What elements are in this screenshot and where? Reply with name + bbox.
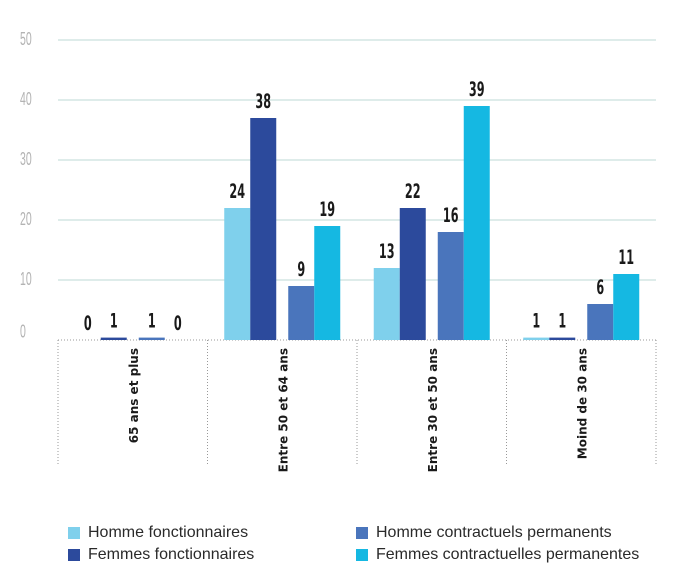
bar xyxy=(288,286,315,340)
bar xyxy=(463,106,490,340)
data-label: 9 xyxy=(297,258,305,281)
bar xyxy=(613,274,640,340)
data-label: 19 xyxy=(319,198,335,221)
data-label: 22 xyxy=(405,180,421,203)
y-tick-label: 50 xyxy=(20,29,32,50)
data-label: 39 xyxy=(469,78,485,101)
bar xyxy=(373,268,400,340)
y-tick-label: 20 xyxy=(20,209,32,230)
legend-item: Homme contractuels permanents xyxy=(356,524,612,542)
legend-swatch xyxy=(356,527,368,539)
legend-item: Femmes contractuelles permanentes xyxy=(356,546,639,564)
gridlines xyxy=(58,39,656,341)
data-label: 16 xyxy=(443,204,459,227)
y-tick-label: 0 xyxy=(20,321,26,342)
y-tick-label: 40 xyxy=(20,89,32,110)
x-tick-label: 65 ans et plus xyxy=(127,348,141,443)
legend-item: Homme fonctionnaires xyxy=(68,524,248,542)
y-tick-label: 30 xyxy=(20,149,32,170)
bar xyxy=(138,337,165,340)
legend-label: Homme contractuels permanents xyxy=(376,524,612,541)
data-label: 13 xyxy=(379,240,395,263)
bar xyxy=(250,118,277,340)
legend: Homme fonctionnaires Homme contractuels … xyxy=(68,524,678,567)
bar xyxy=(314,226,341,340)
bar xyxy=(549,337,576,340)
data-label: 6 xyxy=(596,276,604,299)
bar xyxy=(224,208,251,340)
data-label: 1 xyxy=(532,309,540,332)
x-tick-label: Entre 30 et 50 ans xyxy=(426,348,440,472)
x-axis: 65 ans et plus Entre 50 et 64 ans Entre 30… xyxy=(57,340,657,472)
bar xyxy=(399,208,426,340)
bars xyxy=(100,106,640,340)
y-axis: 0 10 20 30 40 50 xyxy=(20,29,32,342)
data-label: 38 xyxy=(255,90,271,113)
data-label: 1 xyxy=(110,309,118,332)
bar xyxy=(437,232,464,340)
x-tick-label: Entre 50 et 64 ans xyxy=(276,348,290,472)
data-label: 1 xyxy=(148,309,156,332)
data-label: 24 xyxy=(229,180,245,203)
x-tick-label: Moind de 30 ans xyxy=(575,348,589,459)
bar xyxy=(100,337,127,340)
legend-swatch xyxy=(68,527,80,539)
legend-label: Femmes fonctionnaires xyxy=(88,546,255,563)
legend-label: Femmes contractuelles permanentes xyxy=(376,546,640,563)
bar xyxy=(587,304,614,340)
legend-swatch xyxy=(68,549,80,561)
legend-label: Homme fonctionnaires xyxy=(88,524,249,541)
bar xyxy=(523,337,550,340)
data-label: 11 xyxy=(618,246,634,269)
legend-item: Femmes fonctionnaires xyxy=(68,546,254,564)
data-label: 1 xyxy=(558,309,566,332)
y-tick-label: 10 xyxy=(20,269,32,290)
legend-swatch xyxy=(356,549,368,561)
data-label: 0 xyxy=(174,312,182,335)
data-label: 0 xyxy=(84,312,92,335)
